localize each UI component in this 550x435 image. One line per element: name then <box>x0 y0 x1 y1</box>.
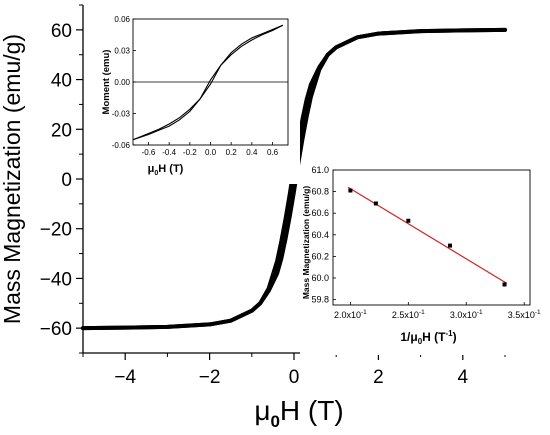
inset-hysteresis-x-tick-label: -0.6 <box>142 148 156 157</box>
inset-fit-x-tick-label: 3.0x10-1 <box>450 309 483 320</box>
inset-fit-point <box>348 188 353 193</box>
inset-fit-y-tick-label: 60.6 <box>311 208 329 218</box>
y-tick-label: 40 <box>51 71 72 92</box>
inset-hysteresis-y-label: Moment (emu) <box>101 50 112 115</box>
inset-fit-background <box>300 165 545 355</box>
inset-linear-fit-chart: 2.0x10-1 2.5x10-1 3.0x10-1 3.5x10-1 59.8 60.0… <box>300 165 545 355</box>
inset-hysteresis-y-tick-label: 0.06 <box>114 15 130 24</box>
x-axis-label: μ0H (T) <box>254 395 343 431</box>
inset-hysteresis-x-tick-label: -0.4 <box>162 148 176 157</box>
inset-hysteresis-y-tick-label: 0.03 <box>114 47 130 56</box>
y-tick-label: 60 <box>51 21 72 42</box>
inset-fit-y-tick-label: 60.2 <box>311 251 329 261</box>
inset-fit-y-tick-label: 60.0 <box>311 273 329 283</box>
x-tick-label: −2 <box>199 367 221 388</box>
inset-fit-point <box>448 243 453 248</box>
inset-fit-point <box>502 282 507 287</box>
y-tick-label: −40 <box>40 269 72 290</box>
inset-hysteresis-x-tick-label: 0.2 <box>226 148 238 157</box>
x-tick-label: 2 <box>373 367 384 388</box>
inset-hysteresis-series-ascending <box>132 24 284 141</box>
inset-fit-x-tick-label: 3.5x10-1 <box>508 309 541 320</box>
y-tick-label: −60 <box>40 319 72 340</box>
inset-fit-y-tick-label: 59.8 <box>311 295 329 305</box>
y-tick-label: 20 <box>51 120 72 141</box>
inset-fit-y-tick-label: 60.4 <box>311 230 329 240</box>
inset-hysteresis-x-tick-label: 0.6 <box>267 148 279 157</box>
x-tick-label: −4 <box>114 367 136 388</box>
inset-fit-point <box>406 218 411 223</box>
inset-hysteresis-y-tick-label: -0.06 <box>112 141 131 150</box>
inset-hysteresis-y-tick-label: -0.03 <box>112 110 131 119</box>
inset-hysteresis-x-tick-label: -0.2 <box>183 148 197 157</box>
inset-fit-x-label: 1/μ0H (T-1) <box>400 329 456 346</box>
inset-fit-y-label: Mass Magnetization (emu/g) <box>301 186 311 300</box>
y-tick-label: 0 <box>61 170 72 191</box>
inset-hysteresis-x-label: μ0H (T) <box>148 163 184 177</box>
inset-hysteresis-chart: -0.6 -0.4 -0.2 0.0 0.2 0.4 0.6 -0.06 -0.03 0.00 0.… <box>100 12 300 184</box>
inset-fit-x-tick-label: 2.0x10-1 <box>334 309 367 320</box>
inset-hysteresis-series-descending <box>132 24 284 141</box>
inset-fit-x-tick-label: 2.5x10-1 <box>392 309 425 320</box>
x-tick-label: 4 <box>458 367 469 388</box>
inset-fit-point <box>373 201 378 206</box>
inset-fit-y-tick-label: 61.0 <box>311 165 329 175</box>
inset-fit-y-tick-label: 60.8 <box>311 187 329 197</box>
inset-fit-frame <box>332 169 531 306</box>
inset-hysteresis-x-tick-label: 0.0 <box>205 148 217 157</box>
x-tick-label: 0 <box>289 367 300 388</box>
inset-hysteresis-y-tick-label: 0.00 <box>114 78 130 87</box>
y-tick-label: −20 <box>40 220 72 241</box>
y-axis-label: Mass Magnetization (emu/g) <box>0 34 25 324</box>
inset-hysteresis-x-tick-label: 0.4 <box>246 148 258 157</box>
